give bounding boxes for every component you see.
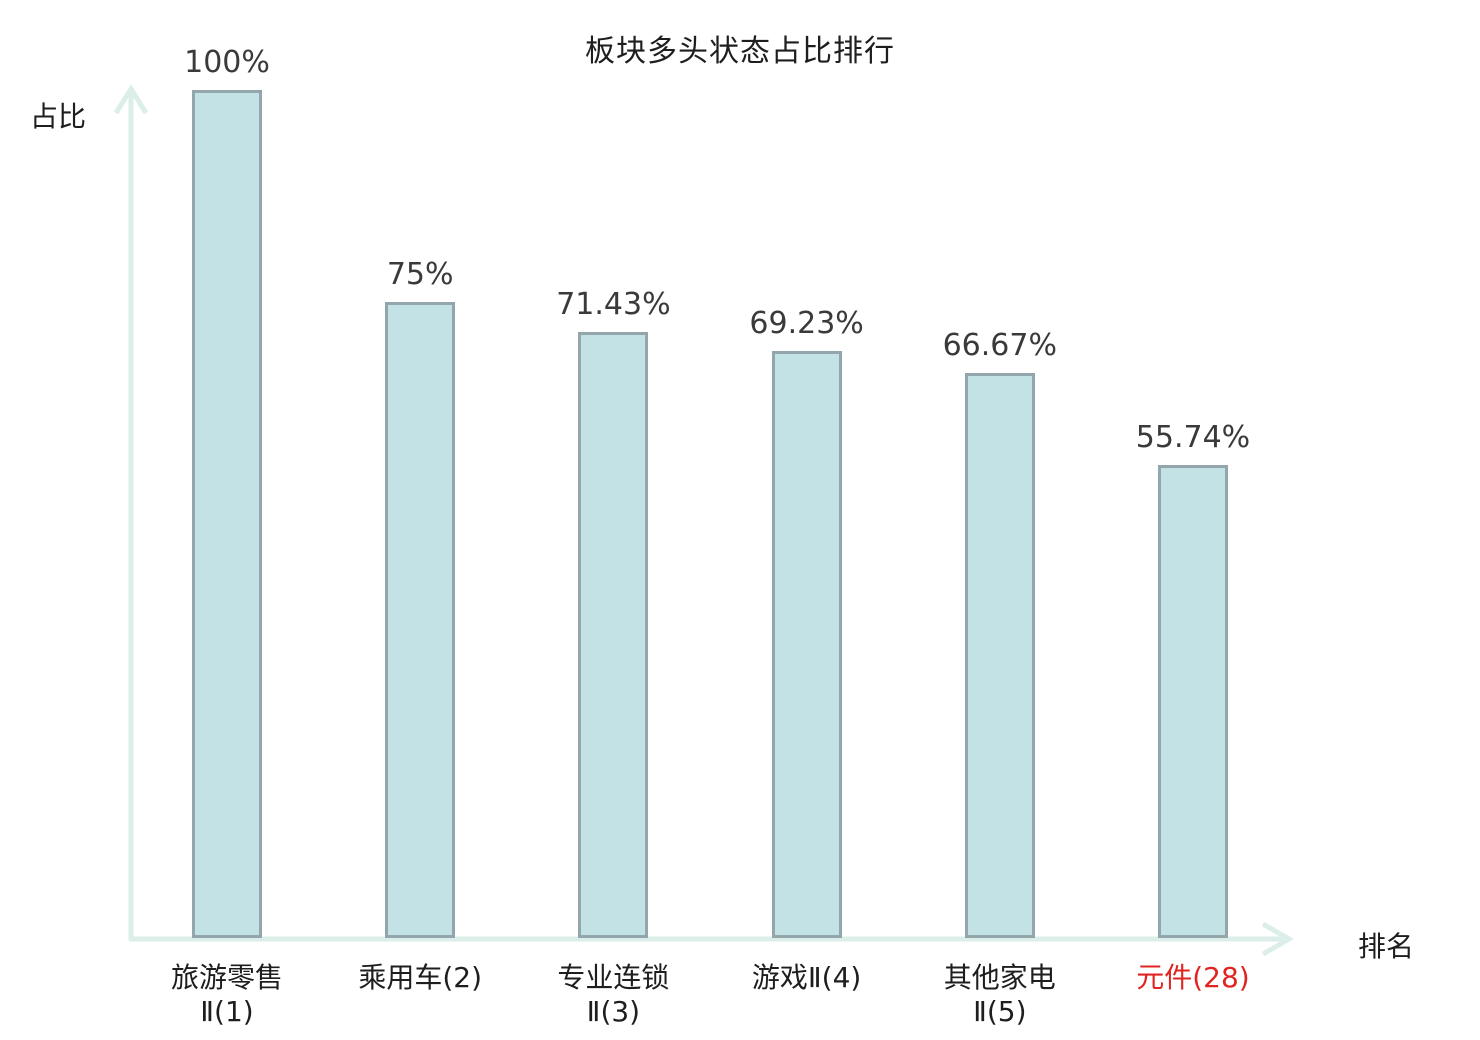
bar-6 bbox=[1158, 465, 1228, 938]
category-label-line: Ⅱ(5) bbox=[973, 995, 1027, 1028]
value-label-2: 75% bbox=[386, 257, 454, 292]
category-label-2: 乘用车(2) bbox=[280, 961, 560, 995]
category-label-line: 乘用车(2) bbox=[358, 961, 483, 994]
x-axis bbox=[129, 921, 1295, 957]
category-label-line: 专业连锁 bbox=[557, 961, 670, 994]
bar-5 bbox=[964, 373, 1035, 938]
category-label-line: 其他家电 bbox=[943, 961, 1056, 994]
bar-2 bbox=[385, 302, 456, 938]
category-label-line: Ⅱ(3) bbox=[586, 995, 641, 1028]
category-label-3: 专业连锁 Ⅱ(3) bbox=[473, 961, 753, 1029]
y-axis-label: 占比 bbox=[30, 100, 87, 133]
category-label-1: 旅游零售 Ⅱ(1) bbox=[87, 961, 367, 1029]
category-label-line: 旅游零售 bbox=[170, 961, 283, 994]
category-label-line: Ⅱ(1) bbox=[200, 995, 254, 1028]
chart-title: 板块多头状态占比排行 bbox=[585, 34, 895, 69]
category-label-5: 其他家电 Ⅱ(5) bbox=[860, 961, 1140, 1029]
category-label-4: 游戏Ⅱ(4) bbox=[667, 961, 947, 995]
value-label-3: 71.43% bbox=[556, 287, 671, 322]
bar-1 bbox=[192, 90, 262, 938]
category-label-line: 元件(28) bbox=[1136, 961, 1250, 994]
value-label-1: 100% bbox=[184, 45, 270, 80]
category-label-6: 元件(28) bbox=[1053, 961, 1333, 995]
bar-4 bbox=[771, 351, 842, 938]
value-label-4: 69.23% bbox=[749, 306, 864, 341]
x-axis-label: 排名 bbox=[1358, 930, 1415, 963]
y-axis bbox=[113, 84, 149, 940]
value-label-5: 66.67% bbox=[942, 328, 1057, 363]
value-label-6: 55.74% bbox=[1135, 420, 1251, 455]
category-label-line: 游戏Ⅱ(4) bbox=[751, 961, 862, 994]
bar-3 bbox=[578, 332, 649, 938]
